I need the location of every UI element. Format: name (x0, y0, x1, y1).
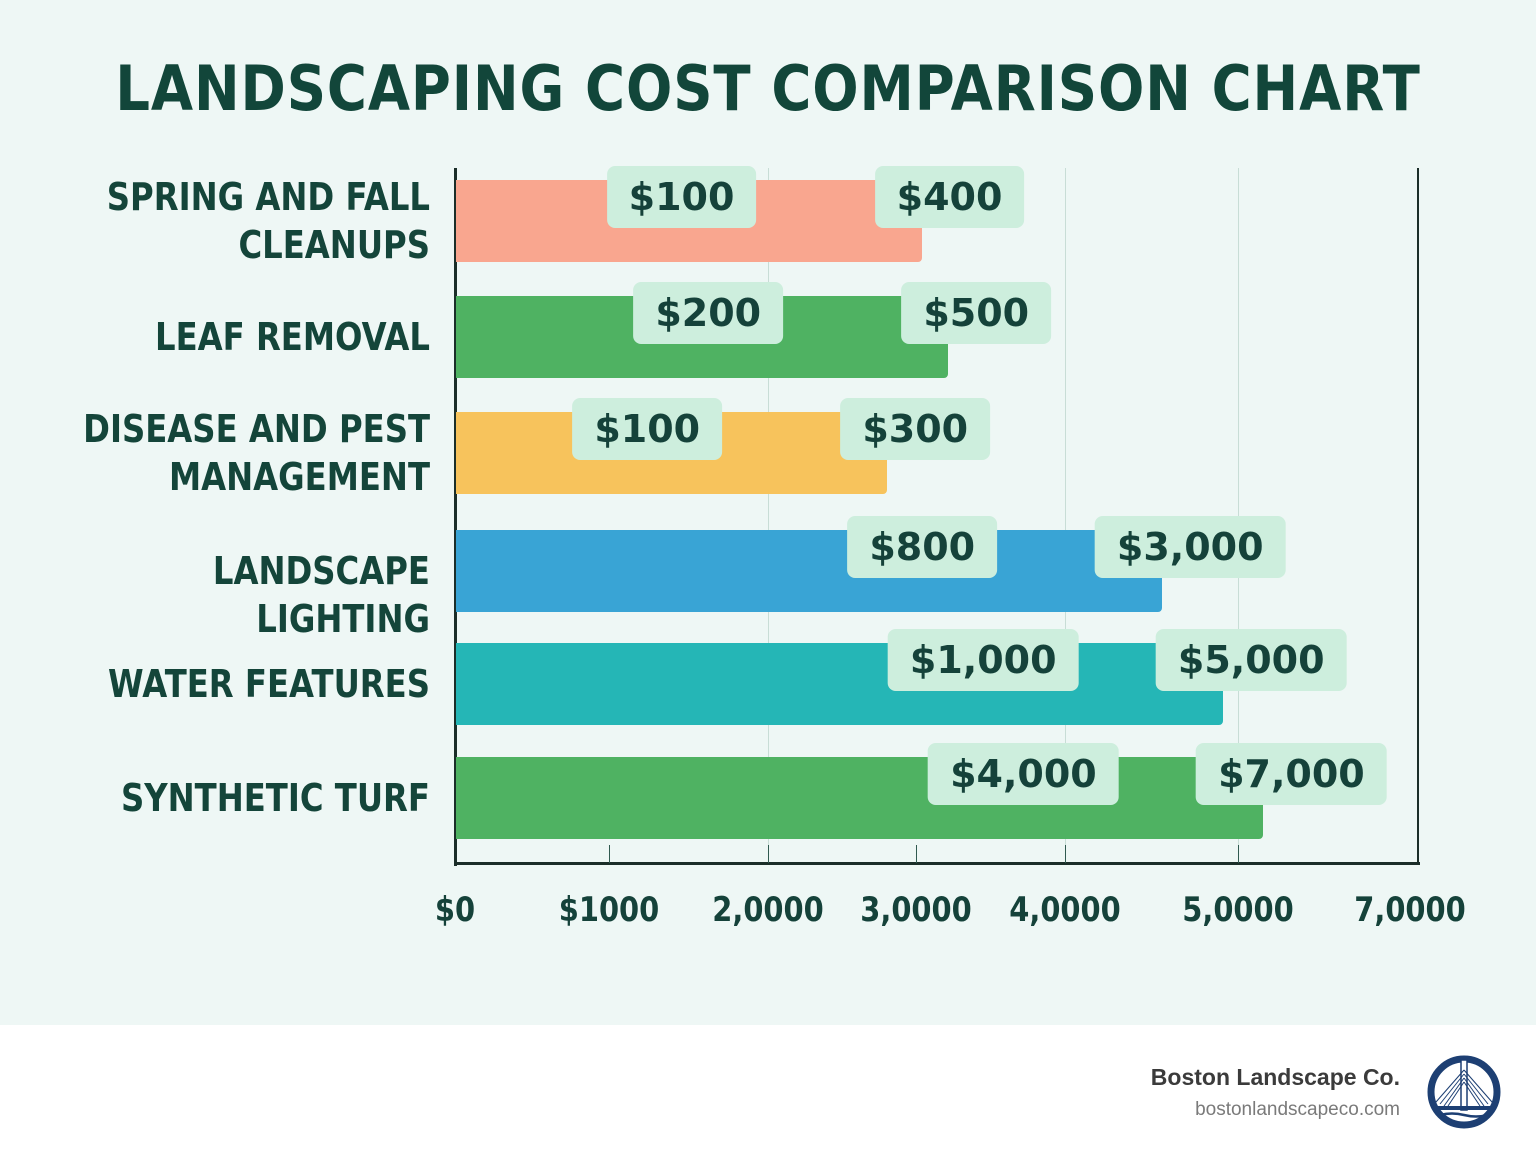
data-label-low: $800 (847, 516, 998, 578)
category-label: DISEASE AND PEST MANAGEMENT (83, 407, 430, 499)
x-tick-mark (1238, 845, 1239, 863)
data-label-high: $5,000 (1155, 629, 1347, 691)
data-label-low: $4,000 (928, 743, 1119, 805)
x-axis-line (454, 862, 1420, 865)
bar (456, 530, 1163, 612)
x-tick-mark (768, 845, 769, 863)
x-tick-mark (609, 845, 610, 863)
bar (456, 757, 1264, 839)
brand-block: Boston Landscape Co. bostonlandscapeco.c… (1151, 1064, 1400, 1121)
y-axis-line (454, 168, 457, 866)
data-label-high: $3,000 (1094, 516, 1286, 578)
category-label: WATER FEATURES (108, 662, 430, 706)
data-label-high: $400 (874, 166, 1025, 228)
data-label-low: $200 (633, 282, 784, 344)
gridline (768, 168, 769, 863)
x-tick-label: 2,0000 (712, 890, 824, 930)
data-label-low: $1,000 (887, 629, 1079, 691)
plot-area: SPRING AND FALL CLEANUPS $100 $400 LEAF REMO… (83, 166, 1466, 930)
x-tick-label: 4,0000 (1009, 890, 1121, 930)
x-tick-label: $1000 (558, 890, 660, 930)
data-label-low: $100 (572, 398, 723, 460)
data-label-low: $100 (606, 166, 757, 228)
data-label-high: $7,000 (1196, 743, 1387, 805)
category-label: SYNTHETIC TURF (120, 776, 430, 820)
plot-right-border (1417, 168, 1419, 865)
x-tick-mark (916, 845, 917, 863)
x-tick-label: 7,0000 (1354, 890, 1466, 930)
x-tick-label: 3,0000 (860, 890, 972, 930)
bar (456, 643, 1224, 725)
gridline (1065, 168, 1066, 863)
category-label: SPRING AND FALL CLEANUPS (106, 175, 430, 267)
data-label-high: $300 (840, 398, 991, 460)
bridge-emblem-icon (1427, 1055, 1501, 1129)
data-label-high: $500 (901, 282, 1052, 344)
category-label: LEAF REMOVAL (154, 315, 430, 359)
category-label: LANDSCAPE LIGHTING (212, 549, 430, 641)
company-url: bostonlandscapeco.com (1195, 1099, 1400, 1120)
x-tick-mark (1065, 845, 1066, 863)
x-tick-label: 5,0000 (1182, 890, 1294, 930)
company-name: Boston Landscape Co. (1150, 1064, 1400, 1090)
x-tick-label: $0 (434, 890, 476, 930)
chart-title: LANDSCAPING COST COMPARISON CHART (115, 52, 1421, 125)
gridline (1238, 168, 1239, 863)
